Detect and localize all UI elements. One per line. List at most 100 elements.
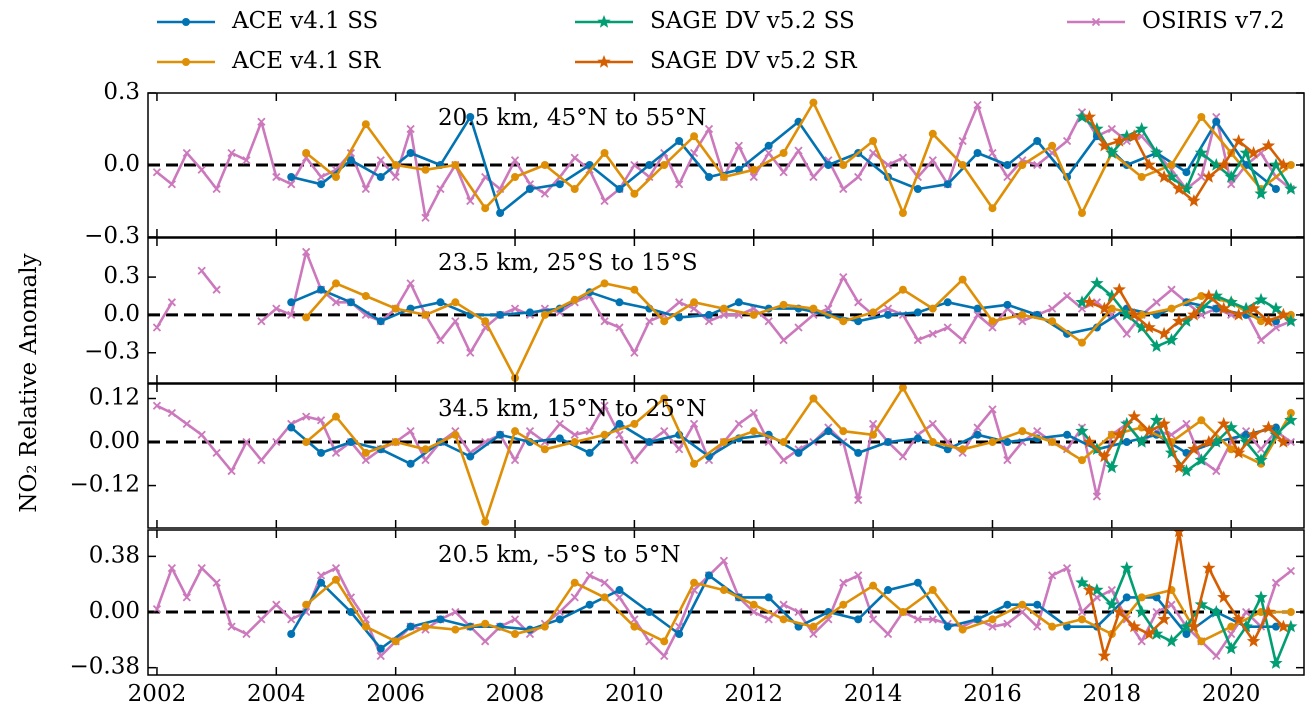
point — [1137, 593, 1146, 602]
point — [287, 615, 296, 624]
point — [630, 419, 639, 428]
point — [272, 304, 281, 313]
point — [869, 430, 878, 439]
point — [854, 615, 863, 624]
point — [302, 438, 311, 447]
point — [1167, 304, 1176, 313]
legend-marker — [597, 55, 611, 68]
point — [481, 619, 490, 628]
point — [496, 430, 505, 439]
point — [1197, 416, 1206, 425]
point — [630, 160, 639, 170]
legend-label: SAGE DV v5.2 SS — [650, 8, 855, 34]
point — [585, 448, 594, 457]
point — [287, 180, 296, 189]
point — [1209, 605, 1223, 618]
y-tick-label: 0.0 — [103, 301, 140, 327]
point — [988, 405, 997, 414]
point — [511, 427, 520, 436]
point — [197, 563, 206, 573]
point — [1256, 445, 1266, 454]
point — [1105, 460, 1119, 474]
y-axis-label: NO₂ Relative Anomaly — [16, 253, 42, 512]
point — [1271, 323, 1281, 332]
point — [839, 272, 848, 282]
point — [1167, 600, 1176, 609]
point — [1149, 627, 1164, 640]
point — [1254, 186, 1268, 200]
point — [1092, 492, 1102, 501]
point — [645, 608, 654, 617]
point — [331, 563, 341, 573]
y-tick-label: −0.3 — [84, 223, 140, 249]
point — [600, 578, 609, 587]
point — [1149, 339, 1164, 353]
point — [1224, 295, 1238, 308]
point — [510, 615, 520, 624]
point — [1164, 445, 1179, 459]
point — [1018, 607, 1027, 617]
point — [1276, 435, 1291, 448]
point — [511, 629, 520, 638]
point — [212, 184, 221, 194]
point — [958, 161, 967, 169]
point — [913, 185, 922, 193]
point — [1172, 460, 1186, 474]
series-line — [155, 250, 1292, 354]
point — [1097, 138, 1111, 152]
point — [1082, 435, 1097, 448]
x-tick-label: 2018 — [1083, 681, 1142, 707]
point — [660, 317, 669, 326]
point — [510, 456, 520, 465]
point — [719, 310, 729, 320]
point — [660, 651, 669, 661]
point — [421, 445, 430, 454]
point — [704, 310, 713, 319]
point — [451, 430, 460, 439]
point — [585, 571, 594, 580]
point — [839, 600, 848, 609]
point — [287, 173, 296, 181]
point — [928, 156, 937, 165]
point — [1286, 437, 1296, 447]
point — [794, 146, 803, 155]
y-tick-label: 0.3 — [103, 263, 140, 289]
point — [734, 419, 743, 429]
point — [1284, 182, 1298, 195]
point — [1137, 637, 1146, 646]
point — [734, 298, 743, 307]
point — [704, 317, 714, 326]
point — [182, 419, 191, 429]
point — [1269, 158, 1283, 171]
point — [391, 172, 400, 182]
point — [1179, 619, 1194, 633]
point — [451, 607, 460, 617]
point — [1077, 338, 1086, 347]
point — [376, 651, 385, 661]
point — [898, 285, 907, 294]
point — [1018, 317, 1027, 326]
point — [869, 581, 878, 590]
point — [1276, 619, 1291, 633]
series-line — [305, 578, 1291, 643]
point — [152, 401, 162, 410]
point — [943, 323, 952, 332]
point — [824, 427, 833, 436]
panel — [148, 530, 1304, 669]
point — [689, 304, 699, 313]
point — [481, 517, 490, 526]
point — [1048, 571, 1057, 580]
point — [913, 434, 922, 443]
point — [928, 304, 937, 313]
point — [1157, 612, 1171, 625]
point — [1224, 170, 1238, 183]
point — [1239, 435, 1253, 448]
point — [869, 137, 878, 145]
point — [1003, 456, 1012, 465]
point — [317, 578, 326, 587]
point — [1173, 530, 1185, 538]
point — [645, 317, 654, 326]
point — [1209, 289, 1223, 302]
point — [1232, 134, 1246, 147]
point — [779, 300, 788, 309]
